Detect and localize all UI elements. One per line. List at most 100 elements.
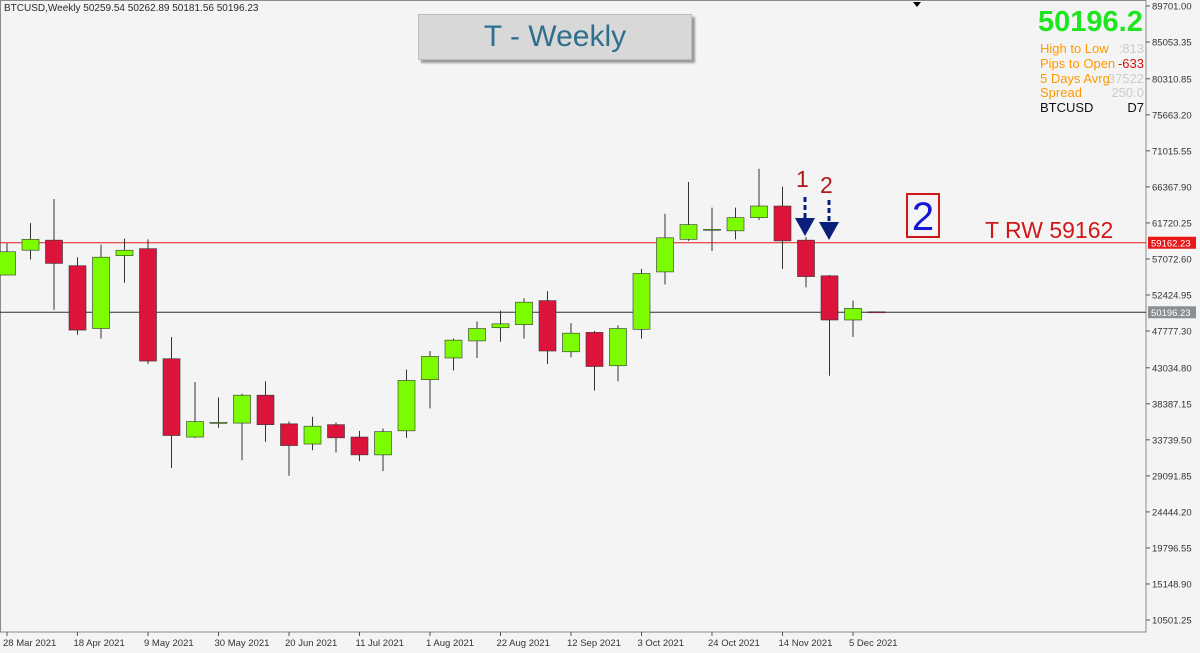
y-tick-label: 75663.20: [1152, 110, 1192, 121]
candle: [585, 330, 604, 391]
x-tick-label: 3 Oct 2021: [638, 638, 684, 649]
bearish-candle-body: [820, 275, 839, 321]
bearish-candle-body: [327, 424, 345, 439]
x-tick-label: 30 May 2021: [215, 638, 270, 649]
info-value: 250.0: [1111, 85, 1144, 100]
candle: [773, 186, 792, 269]
candle: [656, 213, 674, 285]
chart-frame: [0, 0, 1147, 633]
bearish-candle-body: [256, 394, 275, 425]
candle: [844, 300, 862, 338]
candle: [538, 291, 557, 365]
candle: [491, 310, 510, 342]
bullish-candle-body: [750, 205, 768, 218]
candle: [115, 238, 134, 283]
candle: [209, 397, 228, 428]
bullish-candle-body: [115, 249, 134, 256]
bullish-candle-body: [374, 431, 392, 456]
shift-marker-icon: [913, 2, 921, 7]
bearish-candle-body: [773, 205, 792, 242]
signal-arrows: [795, 197, 839, 240]
y-tick-label: 71015.55: [1152, 146, 1192, 157]
y-tick-label: 66367.90: [1152, 182, 1192, 193]
price-axis: 89701.00 85053.35 80310.85 75663.20 71015.55…: [1146, 2, 1196, 627]
candle: [867, 311, 886, 314]
current-price-flag: [1148, 306, 1196, 319]
x-tick-label: 9 May 2021: [144, 638, 194, 649]
candle: [444, 338, 463, 371]
info-label: Pips to Open: [1040, 56, 1116, 71]
y-tick-label: 61720.25: [1152, 218, 1192, 229]
candle: [256, 381, 275, 442]
y-tick-label: 43034.80: [1152, 363, 1192, 374]
signal-count-box: 2: [906, 193, 940, 239]
bearish-candle-body: [867, 311, 886, 314]
price-flag-label: 50196.23: [1151, 308, 1191, 319]
bullish-candle-body: [703, 228, 721, 231]
info-label: 5 Days Avrg: [1040, 71, 1110, 86]
down-arrow-icon: [819, 200, 839, 240]
bearish-candle-body: [45, 239, 63, 264]
candlestick-series: [0, 168, 886, 476]
bullish-candle-body: [397, 380, 416, 432]
resistance-level-label: T RW 59162: [985, 217, 1114, 243]
arrow-head: [795, 218, 815, 236]
y-tick-label: 29091.85: [1152, 471, 1192, 482]
candle: [92, 244, 110, 339]
candle: [0, 243, 16, 276]
candle: [233, 393, 251, 461]
bearish-candle-body: [68, 265, 87, 331]
x-tick-label: 22 Aug 2021: [497, 638, 550, 649]
candle: [726, 207, 745, 240]
info-value: D7: [1127, 100, 1144, 115]
candle: [21, 223, 40, 260]
bullish-candle-body: [21, 239, 40, 251]
time-axis: 28 Mar 2021 18 Apr 2021 9 May 2021 30 May 2…: [3, 632, 898, 649]
candle: [162, 337, 181, 469]
candle: [374, 428, 392, 472]
info-label: Spread: [1040, 85, 1082, 100]
x-tick-label: 5 Dec 2021: [849, 638, 898, 649]
info-value: 37522: [1107, 71, 1144, 86]
y-tick-label: 57072.60: [1152, 254, 1192, 265]
y-tick-label: 33739.50: [1152, 435, 1192, 446]
price-flag-label: 59162.23: [1151, 238, 1191, 249]
candle: [139, 239, 157, 365]
candle: [797, 237, 815, 288]
down-arrow-icon: [795, 197, 815, 236]
y-tick-label: 89701.00: [1152, 2, 1192, 13]
bearish-candle-body: [797, 239, 815, 277]
candle: [421, 350, 439, 409]
y-tick-label: 10501.25: [1152, 616, 1192, 627]
bullish-candle-body: [844, 308, 862, 321]
bearish-candle-body: [350, 436, 369, 456]
candle: [186, 382, 204, 438]
bullish-candle-body: [491, 323, 510, 329]
y-tick-label: 47777.30: [1152, 327, 1192, 338]
y-tick-label: 80310.85: [1152, 74, 1192, 85]
arrow-head: [819, 222, 839, 240]
bullish-candle-body: [656, 237, 674, 273]
chart-title-box: T - Weekly: [418, 14, 692, 60]
signal-label-two: 2: [820, 172, 833, 198]
info-label: High to Low: [1040, 41, 1109, 56]
candle: [750, 168, 768, 220]
bearish-candle-body: [538, 300, 557, 352]
candle: [327, 422, 345, 453]
candle: [45, 199, 63, 310]
x-tick-label: 28 Mar 2021: [3, 638, 56, 649]
current-price-readout: 50196.2: [1038, 6, 1143, 38]
y-tick-label: 19796.55: [1152, 543, 1192, 554]
y-tick-label: 38387.15: [1152, 399, 1192, 410]
bullish-candle-body: [421, 356, 439, 380]
candle: [609, 325, 627, 382]
bearish-candle-body: [280, 423, 298, 446]
bullish-candle-body: [468, 328, 486, 342]
x-tick-label: 20 Jun 2021: [285, 638, 337, 649]
x-tick-label: 11 Jul 2021: [356, 638, 404, 649]
x-tick-label: 12 Sep 2021: [567, 638, 621, 649]
y-tick-label: 15148.90: [1152, 579, 1192, 590]
horizontal-levels: [0, 242, 1146, 313]
